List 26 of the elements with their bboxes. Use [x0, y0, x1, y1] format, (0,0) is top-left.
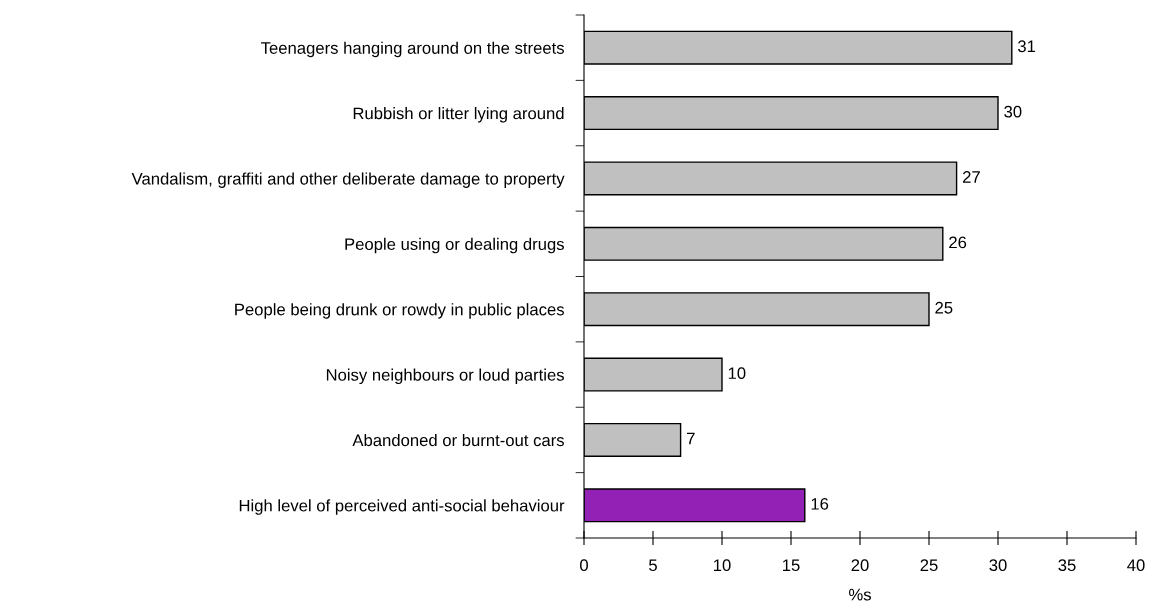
x-tick-label: 40: [1127, 559, 1145, 572]
x-axis-title: %s: [849, 588, 871, 601]
x-tick-label: 30: [989, 559, 1007, 572]
x-tick-label: 10: [714, 559, 731, 572]
data-label: 16: [811, 497, 829, 510]
data-label: 7: [687, 432, 695, 445]
y-tick-label: Abandoned or burnt-out cars: [352, 433, 564, 447]
data-label: 10: [728, 367, 746, 380]
y-tick-label: Rubbish or litter lying around: [353, 107, 564, 123]
y-tick-label: People using or dealing drugs: [345, 237, 564, 254]
data-label: 27: [962, 171, 980, 183]
y-tick-label: People being drunk or rowdy in public places: [235, 303, 564, 319]
x-tick-label: 5: [649, 559, 657, 572]
data-label: 31: [1017, 40, 1036, 53]
x-tick-label: 0: [580, 559, 588, 572]
data-label: 30: [1004, 105, 1022, 118]
x-tick-label: 25: [920, 559, 938, 572]
data-label: 25: [935, 301, 953, 314]
y-tick-label: Noisy neighbours or loud parties: [326, 368, 564, 385]
x-tick-label: 15: [783, 559, 800, 572]
data-label: 26: [949, 236, 967, 249]
x-tick-label: 35: [1058, 559, 1076, 572]
y-tick-label: Vandalism, graffiti and other deliberate damage to property: [131, 172, 565, 188]
y-tick-label: High level of perceived anti-social behaviour: [239, 499, 565, 515]
x-tick-label: 20: [851, 559, 869, 572]
y-tick-label: Teenagers hanging around on the streets: [261, 41, 564, 58]
